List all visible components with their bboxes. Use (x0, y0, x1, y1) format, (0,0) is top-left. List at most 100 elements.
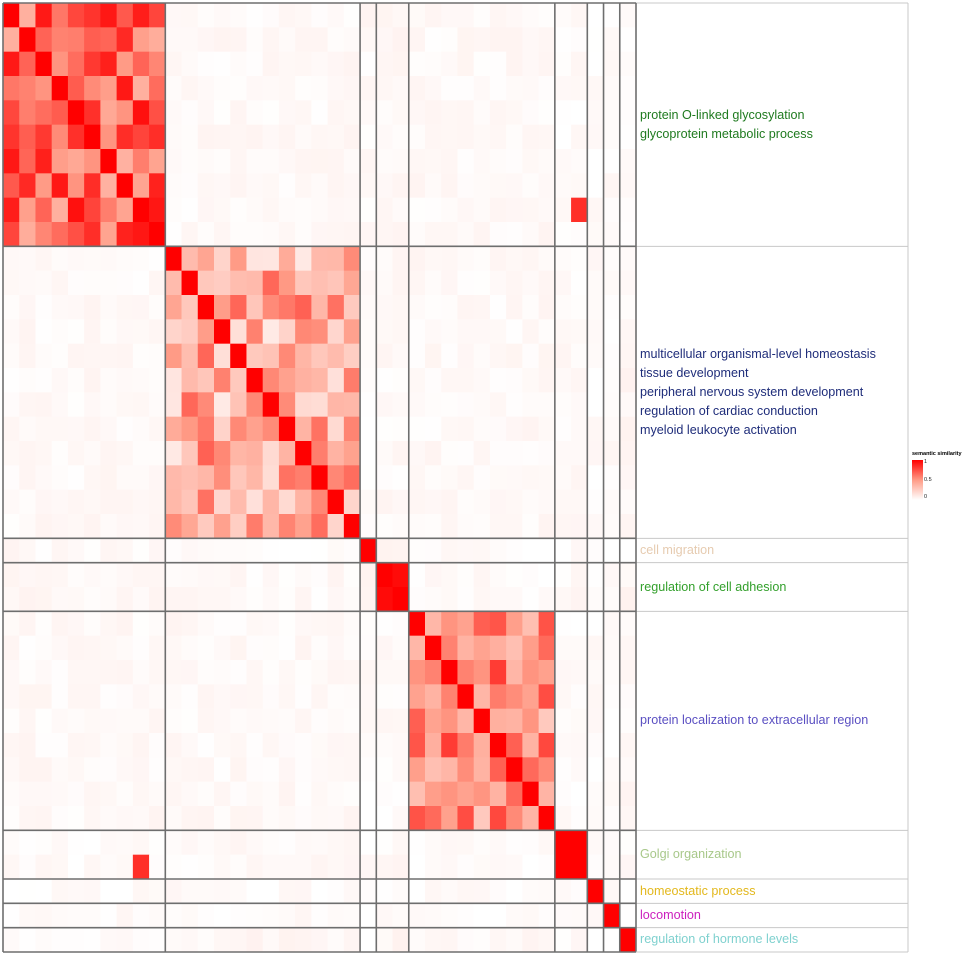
heatmap-cell (392, 465, 410, 491)
heatmap-cell (376, 295, 393, 320)
heatmap-cell (19, 27, 36, 53)
heatmap-cell (181, 879, 199, 904)
heatmap-cell (619, 733, 637, 758)
heatmap-cell (392, 319, 410, 345)
heatmap-cell (603, 368, 621, 393)
heatmap-cell (3, 76, 20, 101)
heatmap-cell (197, 562, 215, 588)
heatmap-cell (262, 587, 280, 612)
heatmap-cell (571, 27, 588, 53)
heatmap-cell (67, 343, 85, 369)
heatmap-cell (457, 587, 475, 612)
heatmap-cell (360, 733, 377, 758)
heatmap-cell (3, 173, 20, 199)
heatmap-cell (408, 416, 426, 442)
heatmap-cell (246, 927, 264, 953)
heatmap-cell (522, 684, 540, 710)
heatmap-cell (246, 270, 264, 296)
heatmap-cell (587, 319, 604, 345)
heatmap-cell (84, 416, 101, 442)
heatmap-cell (51, 197, 69, 223)
heatmap-cell (506, 562, 523, 588)
heatmap-cell (311, 3, 329, 28)
heatmap-cell (327, 51, 345, 77)
heatmap-cell (571, 514, 588, 539)
heatmap-cell (619, 489, 637, 515)
heatmap-cell (360, 781, 377, 807)
heatmap-cell (295, 660, 312, 685)
heatmap-cell (311, 660, 329, 685)
heatmap-cell (165, 197, 182, 223)
heatmap-cell (360, 270, 377, 296)
heatmap-cell (473, 246, 491, 272)
heatmap-cell (149, 660, 166, 685)
heatmap-cell (376, 343, 393, 369)
heatmap-cell (522, 489, 540, 515)
heatmap-cell (51, 173, 69, 199)
heatmap-cell (116, 319, 134, 345)
heatmap-cell (181, 27, 199, 53)
heatmap-cell (246, 708, 264, 734)
heatmap-cell (603, 611, 621, 637)
heatmap-cell (522, 197, 540, 223)
heatmap-cell (473, 708, 491, 734)
heatmap-cell (343, 392, 361, 418)
heatmap-cell (376, 927, 393, 953)
heatmap-cell (554, 879, 572, 904)
heatmap-cell (197, 708, 215, 734)
legend-color-bar (912, 460, 923, 500)
heatmap-cell (603, 635, 621, 661)
heatmap-cell (489, 903, 507, 929)
heatmap-cell (441, 100, 458, 126)
heatmap-cell (619, 514, 637, 539)
heatmap-cell (571, 319, 588, 345)
heatmap-cell (132, 270, 150, 296)
heatmap-cell (100, 781, 118, 807)
heatmap-cell (35, 733, 53, 758)
heatmap-cell (116, 76, 134, 101)
heatmap-cell (67, 757, 85, 783)
heatmap-cell (35, 441, 53, 466)
heatmap-cell (35, 927, 53, 953)
heatmap-cell (425, 830, 442, 856)
heatmap-cell (571, 708, 588, 734)
heatmap-cell (278, 51, 296, 77)
heatmap-cell (343, 830, 361, 856)
heatmap-cell (311, 587, 329, 612)
heatmap-cell (278, 173, 296, 199)
heatmap-cell (327, 416, 345, 442)
heatmap-cells (3, 3, 637, 953)
heatmap-cell (473, 295, 491, 320)
heatmap-cell (132, 392, 150, 418)
heatmap-cell (473, 660, 491, 685)
heatmap-cell (506, 733, 523, 758)
heatmap-cell (278, 927, 296, 953)
heatmap-cell (262, 222, 280, 247)
heatmap-cell (262, 392, 280, 418)
heatmap-cell (441, 489, 458, 515)
heatmap-cell (3, 465, 20, 491)
heatmap-cell (489, 806, 507, 831)
heatmap-cell (132, 538, 150, 564)
heatmap-cell (489, 708, 507, 734)
heatmap-cell (116, 124, 134, 150)
heatmap-cell (197, 781, 215, 807)
heatmap-cell (376, 441, 393, 466)
heatmap-cell (262, 343, 280, 369)
heatmap-cell (457, 879, 475, 904)
heatmap-cell (506, 270, 523, 296)
heatmap-cell (19, 3, 36, 28)
heatmap-cell (3, 927, 20, 953)
heatmap-cell (376, 635, 393, 661)
heatmap-cell (132, 611, 150, 637)
cluster-label: regulation of hormone levels (640, 932, 799, 947)
heatmap-cell (3, 611, 20, 637)
heatmap-cell (327, 124, 345, 150)
heatmap-cell (619, 295, 637, 320)
heatmap-cell (181, 441, 199, 466)
heatmap-cell (149, 416, 166, 442)
heatmap-cell (149, 806, 166, 831)
heatmap-cell (116, 708, 134, 734)
heatmap-cell (84, 3, 101, 28)
heatmap-cell (457, 343, 475, 369)
